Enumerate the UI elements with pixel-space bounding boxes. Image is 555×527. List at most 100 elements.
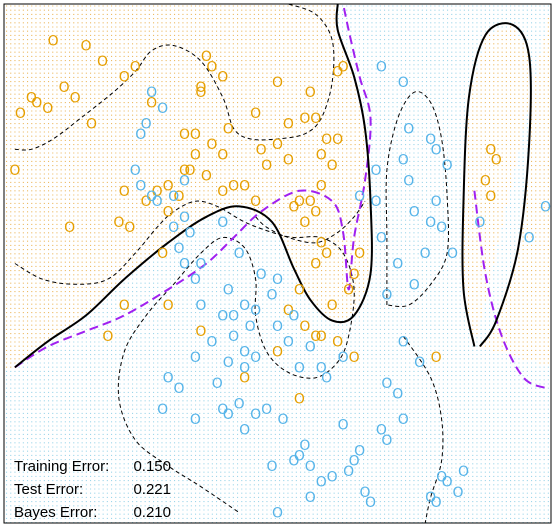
blue-point: O	[250, 303, 261, 319]
blue-point: O	[173, 241, 184, 257]
contour-line-0	[14, 200, 355, 514]
blue-point: O	[261, 402, 272, 418]
orange-point: O	[217, 70, 228, 86]
contour-line-2	[255, 200, 366, 244]
blue-point: O	[343, 464, 354, 480]
blue-point: O	[206, 334, 217, 350]
orange-point: O	[239, 371, 250, 387]
bayes-boundary-line-0	[14, 3, 372, 369]
orange-point: O	[283, 153, 294, 169]
blue-point: O	[420, 246, 431, 262]
orange-point: O	[332, 65, 343, 81]
orange-point: O	[119, 70, 130, 86]
blue-point: O	[217, 402, 228, 418]
orange-point: O	[163, 205, 174, 221]
test-error-label: Test Error:	[14, 481, 83, 498]
orange-point: O	[316, 236, 327, 252]
bayes-error-value: 0.210	[133, 504, 171, 521]
blue-point: O	[239, 298, 250, 314]
blue-point: O	[168, 220, 179, 236]
blue-point: O	[398, 334, 409, 350]
blue-point: O	[163, 371, 174, 387]
contour-line-4	[402, 335, 444, 524]
orange-point: O	[327, 298, 338, 314]
blue-point: O	[376, 231, 387, 247]
blue-point: O	[381, 376, 392, 392]
orange-point: O	[179, 127, 190, 143]
orange-point: O	[250, 106, 261, 122]
orange-point: O	[305, 85, 316, 101]
orange-point: O	[491, 153, 502, 169]
orange-point: O	[206, 137, 217, 153]
blue-point: O	[277, 412, 288, 428]
orange-point: O	[201, 168, 212, 184]
orange-point: O	[343, 282, 354, 298]
blue-point: O	[283, 334, 294, 350]
orange-point: O	[195, 85, 206, 101]
orange-point: O	[321, 132, 332, 148]
blue-point: O	[294, 449, 305, 465]
orange-point: O	[195, 324, 206, 340]
orange-point: O	[272, 345, 283, 361]
orange-point: O	[15, 106, 26, 122]
blue-point: O	[184, 225, 195, 241]
blue-point: O	[392, 386, 403, 402]
orange-point: O	[294, 391, 305, 407]
blue-point: O	[354, 443, 365, 459]
blue-point: O	[327, 469, 338, 485]
blue-point: O	[223, 407, 234, 423]
blue-point: O	[425, 490, 436, 506]
orange-point: O	[349, 350, 360, 366]
bayes-decision-boundary	[14, 3, 546, 390]
blue-point: O	[288, 454, 299, 470]
blue-point: O	[442, 158, 453, 174]
orange-point: O	[223, 122, 234, 138]
orange-point: O	[124, 220, 135, 236]
blue-point: O	[239, 345, 250, 361]
blue-point: O	[338, 350, 349, 366]
orange-point: O	[310, 205, 321, 221]
blue-point: O	[425, 132, 436, 148]
orange-point: O	[26, 90, 37, 106]
error-summary: Training Error: 0.150 Test Error: 0.221 …	[14, 458, 171, 521]
orange-point: O	[31, 96, 42, 112]
orange-point: O	[184, 163, 195, 179]
orange-point: O	[119, 184, 130, 200]
blue-point: O	[349, 454, 360, 470]
fitted-decision-boundary	[14, 3, 532, 369]
blue-point: O	[305, 490, 316, 506]
orange-point: O	[195, 80, 206, 96]
blue-point: O	[409, 277, 420, 293]
fitted-boundary-line-0	[14, 3, 373, 369]
orange-point: O	[86, 116, 97, 132]
blue-point: O	[173, 381, 184, 397]
blue-point: O	[146, 189, 157, 205]
orange-point: O	[316, 329, 327, 345]
orange-point: O	[485, 189, 496, 205]
orange-point: O	[130, 59, 141, 75]
blue-point: O	[316, 360, 327, 376]
blue-point: O	[245, 319, 256, 335]
blue-point: O	[321, 371, 332, 387]
blue-point: O	[414, 355, 425, 371]
orange-point: O	[119, 298, 130, 314]
orange-point: O	[305, 194, 316, 210]
orange-point: O	[201, 49, 212, 65]
orange-point: O	[288, 199, 299, 215]
orange-point: O	[332, 132, 343, 148]
blue-point: O	[272, 272, 283, 288]
blue-point: O	[190, 350, 201, 366]
orange-point: O	[163, 298, 174, 314]
orange-point: O	[42, 101, 53, 117]
blue-point: O	[212, 376, 223, 392]
blue-point: O	[250, 407, 261, 423]
blue-point: O	[228, 329, 239, 345]
blue-point: O	[272, 319, 283, 335]
blue-point: O	[179, 210, 190, 226]
blue-point: O	[452, 485, 463, 501]
blue-point: O	[190, 412, 201, 428]
blue-point: O	[288, 308, 299, 324]
orange-point: O	[152, 184, 163, 200]
orange-point: O	[299, 111, 310, 127]
blue-point: O	[152, 194, 163, 210]
